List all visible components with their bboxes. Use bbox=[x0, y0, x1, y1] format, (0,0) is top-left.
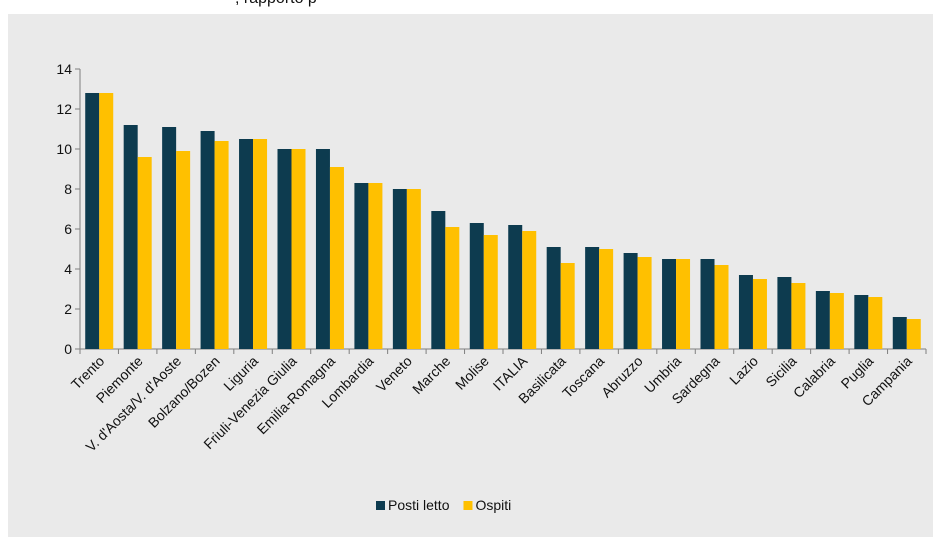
bar-posti-letto bbox=[662, 259, 677, 349]
bar-ospiti bbox=[714, 265, 729, 349]
legend-label: Posti letto bbox=[388, 497, 450, 513]
bar-ospiti bbox=[791, 283, 806, 349]
bar-posti-letto bbox=[854, 295, 869, 349]
bar-posti-letto bbox=[200, 131, 215, 349]
bar-ospiti bbox=[599, 249, 614, 349]
bar-ospiti bbox=[329, 167, 344, 349]
bar-posti-letto bbox=[738, 275, 753, 349]
bar-ospiti bbox=[752, 279, 767, 349]
bar-posti-letto bbox=[123, 125, 138, 349]
bar-posti-letto bbox=[315, 149, 330, 349]
legend-swatch bbox=[376, 501, 385, 510]
y-tick-label: 12 bbox=[56, 101, 72, 117]
bar-posti-letto bbox=[546, 247, 561, 349]
bar-posti-letto bbox=[239, 139, 254, 349]
bar-ospiti bbox=[829, 293, 844, 349]
bar-posti-letto bbox=[469, 223, 484, 349]
bar-ospiti bbox=[137, 157, 152, 349]
bar-ospiti bbox=[368, 183, 383, 349]
bar-ospiti bbox=[253, 139, 268, 349]
bar-posti-letto bbox=[623, 253, 638, 349]
bar-posti-letto bbox=[85, 93, 100, 349]
y-tick-label: 8 bbox=[64, 181, 72, 197]
legend: Posti letto Ospiti bbox=[376, 497, 511, 513]
chart-frame: 0 2 4 6 8 10 12 14 Trento Piemonte V. d'Aosta/V. … bbox=[8, 14, 933, 537]
y-tick-label: 0 bbox=[64, 341, 72, 357]
bar-ospiti bbox=[522, 231, 537, 349]
bar-ospiti bbox=[445, 227, 460, 349]
bar-posti-letto bbox=[277, 149, 292, 349]
y-tick-label: 6 bbox=[64, 221, 72, 237]
bars bbox=[85, 93, 921, 349]
bar-ospiti bbox=[906, 319, 921, 349]
bar-ospiti bbox=[560, 263, 575, 349]
y-tick-label: 14 bbox=[56, 61, 72, 77]
bar-posti-letto bbox=[700, 259, 715, 349]
y-tick-label: 4 bbox=[64, 261, 72, 277]
bar-posti-letto bbox=[585, 247, 600, 349]
bar-posti-letto bbox=[354, 183, 369, 349]
y-tick-label: 2 bbox=[64, 301, 72, 317]
bar-ospiti bbox=[676, 259, 691, 349]
y-tick-label: 10 bbox=[56, 141, 72, 157]
page-caption: , rapporto p bbox=[235, 0, 317, 8]
bar-posti-letto bbox=[162, 127, 177, 349]
bar-posti-letto bbox=[892, 317, 907, 349]
bar-ospiti bbox=[176, 151, 191, 349]
bar-posti-letto bbox=[508, 225, 523, 349]
bar-ospiti bbox=[214, 141, 229, 349]
bar-posti-letto bbox=[431, 211, 446, 349]
bar-ospiti bbox=[99, 93, 114, 349]
bar-ospiti bbox=[483, 235, 498, 349]
legend-swatch bbox=[463, 501, 473, 510]
bar-ospiti bbox=[406, 189, 421, 349]
bar-posti-letto bbox=[815, 291, 830, 349]
y-axis: 0 2 4 6 8 10 12 14 bbox=[56, 61, 81, 357]
legend-label: Ospiti bbox=[475, 497, 511, 513]
bar-ospiti bbox=[637, 257, 652, 349]
bar-ospiti bbox=[291, 149, 306, 349]
bar-ospiti bbox=[868, 297, 883, 349]
bar-posti-letto bbox=[777, 277, 792, 349]
bar-posti-letto bbox=[392, 189, 407, 349]
